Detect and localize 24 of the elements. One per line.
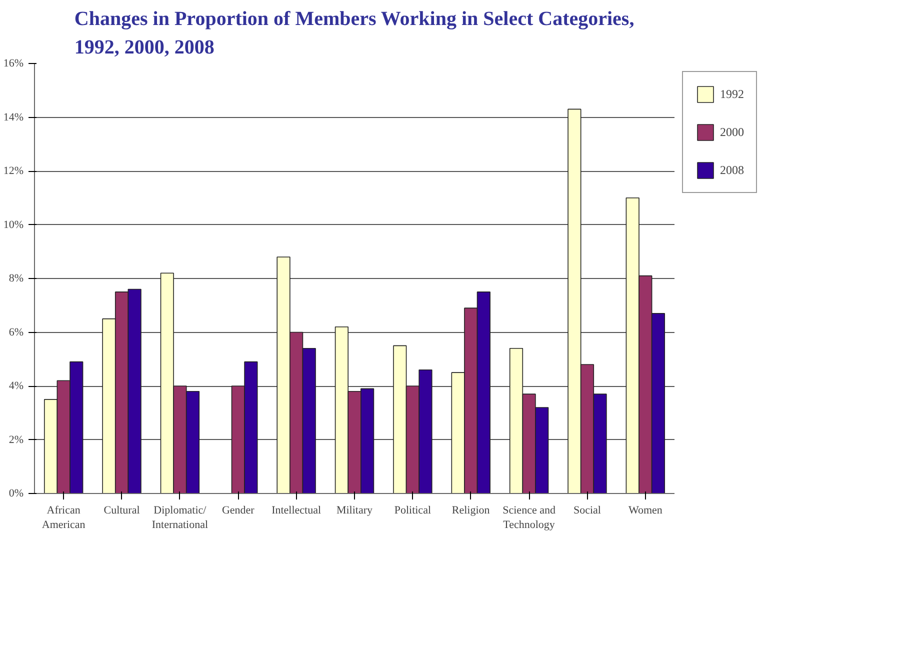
x-tick-label: African American bbox=[42, 504, 86, 531]
y-tick-label: 10% bbox=[3, 218, 24, 231]
legend-label: 2000 bbox=[720, 124, 744, 140]
legend-label: 2008 bbox=[720, 162, 744, 178]
x-tick-label: Women bbox=[628, 504, 663, 516]
y-tick-label: 16% bbox=[3, 58, 24, 70]
x-tick-label: Gender bbox=[222, 504, 255, 516]
chart-title: Changes in Proportion of Members Working in Select Categories, 1992, 2000, 2008 bbox=[74, 8, 634, 58]
y-tick-label: 14% bbox=[3, 111, 24, 124]
legend-label: 1992 bbox=[720, 86, 744, 102]
x-tick-label: Intellectual bbox=[272, 504, 322, 516]
y-tick-label: 4% bbox=[8, 380, 24, 392]
x-tick-label: Social bbox=[573, 504, 601, 516]
x-tick-label: Diplomatic/ International bbox=[152, 504, 208, 531]
y-tick-label: 8% bbox=[8, 272, 24, 284]
y-tick-label: 2% bbox=[8, 434, 24, 446]
x-tick-label: Religion bbox=[452, 504, 490, 516]
y-tick-label: 6% bbox=[8, 326, 24, 338]
y-tick-label: 12% bbox=[3, 165, 24, 177]
x-tick-label: Science and Technology bbox=[502, 504, 556, 531]
y-tick-label: 0% bbox=[8, 488, 24, 500]
x-tick-label: Military bbox=[336, 504, 374, 516]
x-tick-label: Cultural bbox=[104, 504, 140, 516]
x-tick-label: Political bbox=[394, 504, 432, 516]
